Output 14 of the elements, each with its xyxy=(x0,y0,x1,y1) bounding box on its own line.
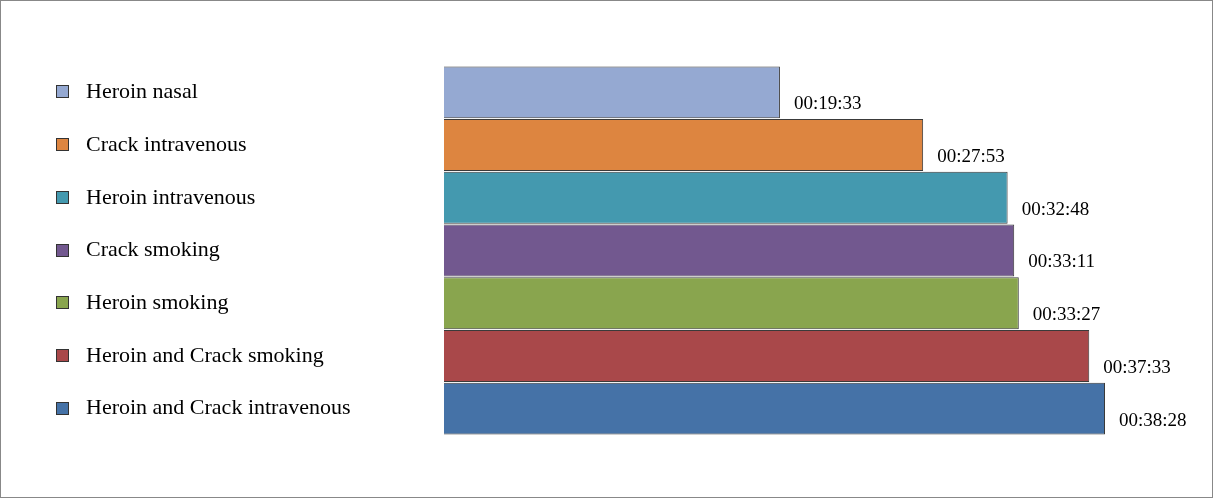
data-label: 00:37:33 xyxy=(1103,355,1171,377)
y-tick-label: Heroin intravenous xyxy=(86,183,256,209)
data-label: 00:32:48 xyxy=(1021,197,1090,219)
y-tick-label: Heroin nasal xyxy=(86,78,198,104)
data-label: 00:19:33 xyxy=(793,92,862,114)
y-tick-label: Heroin smoking xyxy=(86,289,229,314)
data-label: 00:33:11 xyxy=(1028,250,1096,272)
y-tick-label: Crack intravenous xyxy=(86,130,247,156)
data-label: 00:27:53 xyxy=(937,145,1005,167)
data-label: 00:38:28 xyxy=(1119,408,1187,430)
y-tick-label: Heroin and Crack intravenous xyxy=(86,394,351,420)
data-label: 00:33:27 xyxy=(1032,303,1101,325)
y-tick-label: Heroin and Crack smoking xyxy=(86,341,324,367)
y-tick-label: Crack smoking xyxy=(86,236,220,262)
